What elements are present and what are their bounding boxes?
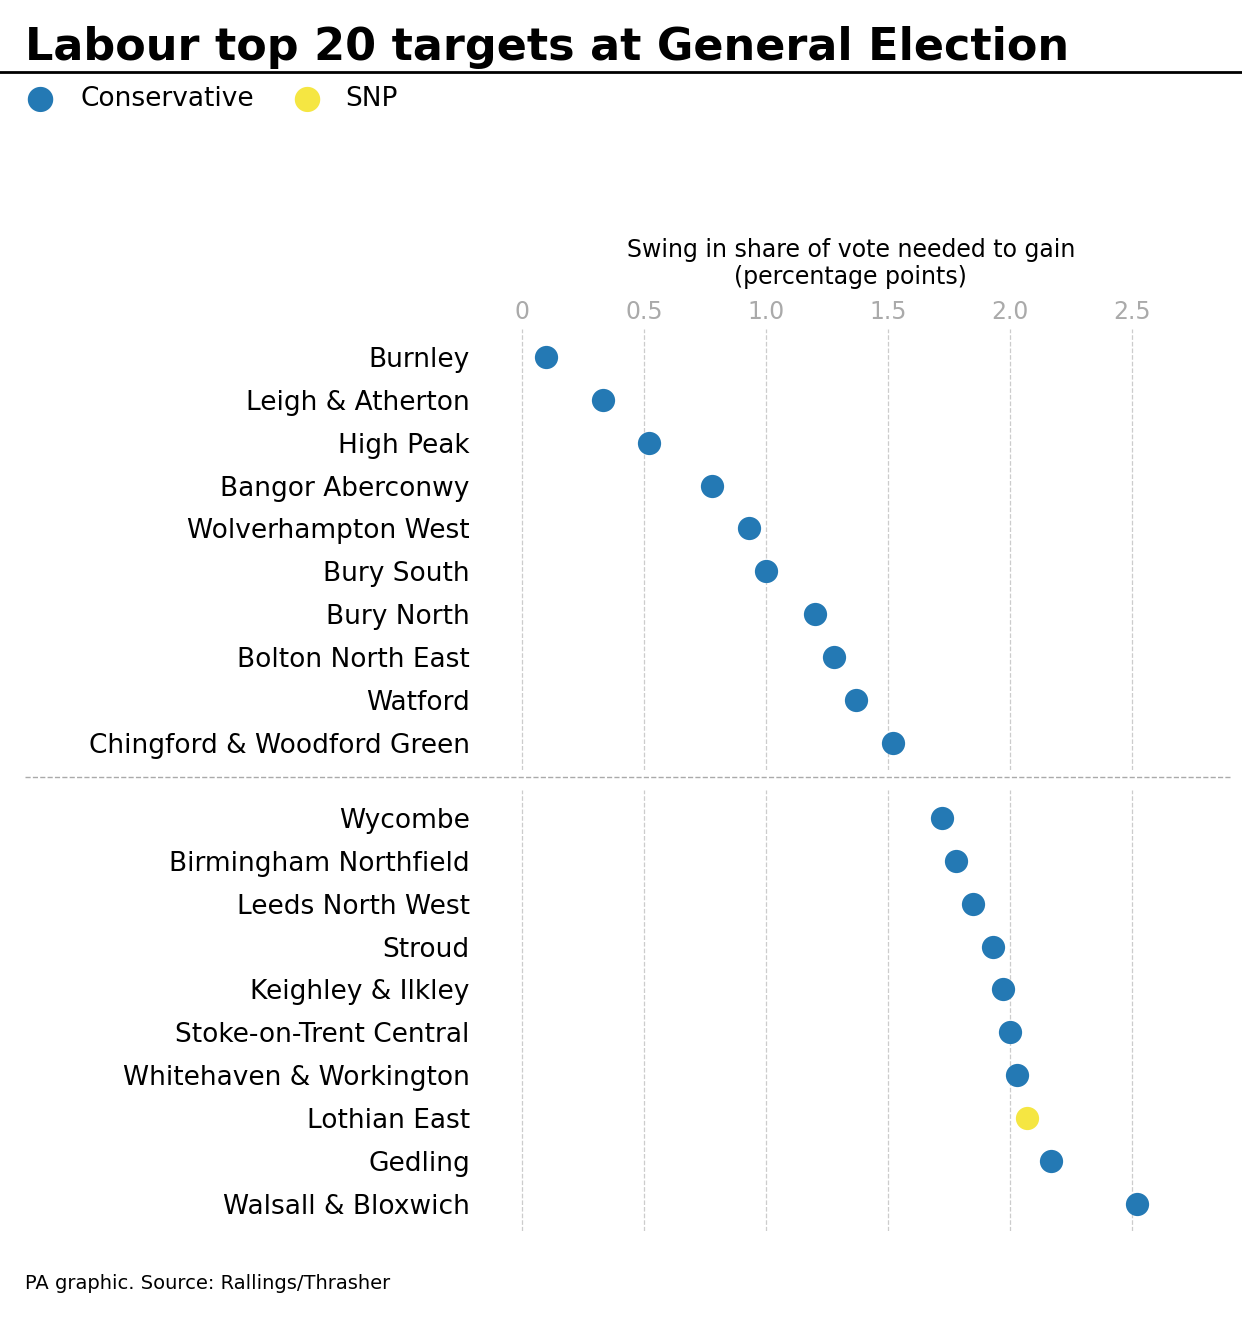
Point xyxy=(964,893,984,914)
Point xyxy=(1041,1150,1061,1171)
Point xyxy=(592,390,612,411)
Text: Labour top 20 targets at General Election: Labour top 20 targets at General Electio… xyxy=(25,26,1069,70)
Text: ●: ● xyxy=(25,82,53,116)
Text: Swing in share of vote needed to gain: Swing in share of vote needed to gain xyxy=(626,238,1076,262)
Point xyxy=(638,432,658,453)
Point xyxy=(992,979,1012,1000)
Text: ●: ● xyxy=(292,82,320,116)
Point xyxy=(1007,1064,1027,1085)
Text: (percentage points): (percentage points) xyxy=(734,265,968,288)
Text: Conservative: Conservative xyxy=(81,86,255,112)
Point xyxy=(982,936,1002,957)
Point xyxy=(825,647,845,668)
Point xyxy=(1017,1108,1037,1129)
Point xyxy=(1126,1193,1146,1214)
Point xyxy=(846,689,866,710)
Point xyxy=(1000,1022,1020,1043)
Point xyxy=(703,475,723,497)
Point xyxy=(932,807,951,828)
Point xyxy=(946,851,966,872)
Point xyxy=(805,603,825,624)
Text: PA graphic. Source: Rallings/Thrasher: PA graphic. Source: Rallings/Thrasher xyxy=(25,1275,390,1293)
Point xyxy=(537,346,556,367)
Point xyxy=(739,518,759,539)
Point xyxy=(883,732,903,753)
Point xyxy=(756,561,776,582)
Text: SNP: SNP xyxy=(345,86,397,112)
